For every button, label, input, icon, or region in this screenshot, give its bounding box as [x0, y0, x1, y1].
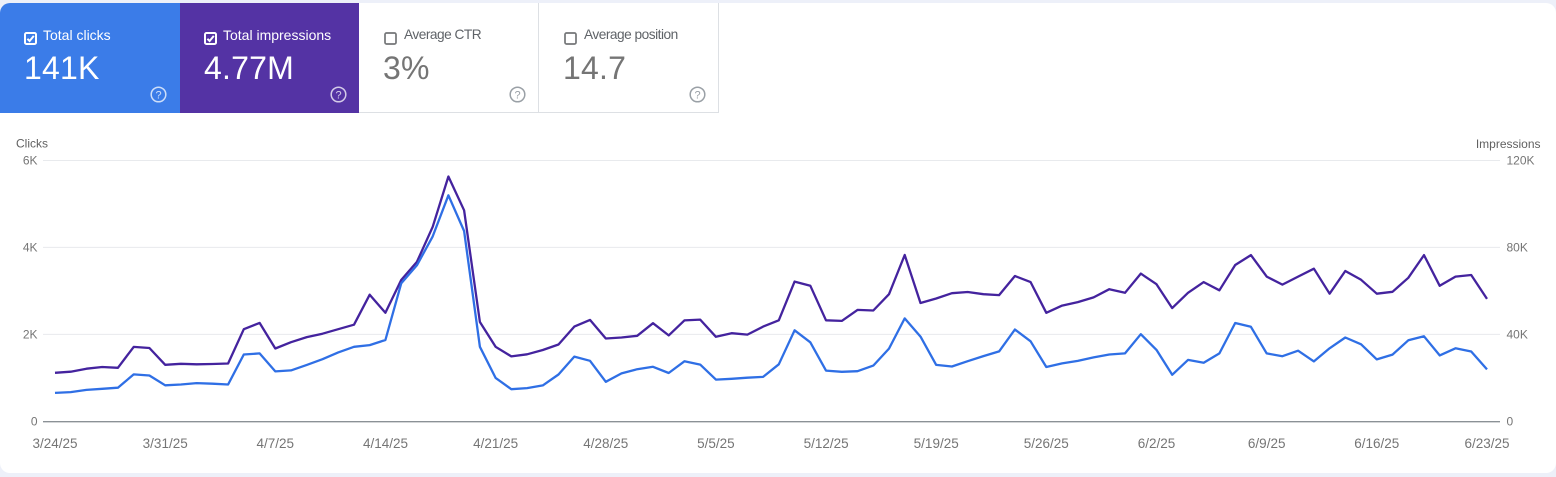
svg-text:4/28/25: 4/28/25	[583, 436, 628, 451]
svg-text:6/16/25: 6/16/25	[1354, 436, 1399, 451]
svg-text:80K: 80K	[1507, 241, 1528, 255]
svg-text:2K: 2K	[23, 328, 38, 342]
svg-text:?: ?	[694, 90, 700, 102]
svg-text:?: ?	[155, 90, 161, 102]
svg-text:4/7/25: 4/7/25	[257, 436, 295, 451]
svg-text:5/5/25: 5/5/25	[697, 436, 735, 451]
svg-text:3/31/25: 3/31/25	[143, 436, 188, 451]
svg-text:3/24/25: 3/24/25	[32, 436, 77, 451]
svg-text:5/26/25: 5/26/25	[1024, 436, 1069, 451]
svg-text:5/12/25: 5/12/25	[804, 436, 849, 451]
svg-text:Clicks: Clicks	[16, 137, 48, 151]
svg-text:40K: 40K	[1507, 328, 1528, 342]
svg-text:6/2/25: 6/2/25	[1138, 436, 1176, 451]
svg-text:6K: 6K	[23, 154, 38, 168]
svg-text:6/23/25: 6/23/25	[1464, 436, 1509, 451]
svg-text:5/19/25: 5/19/25	[914, 436, 959, 451]
svg-text:4/14/25: 4/14/25	[363, 436, 408, 451]
svg-text:0: 0	[1507, 415, 1514, 429]
svg-text:120K: 120K	[1507, 154, 1535, 168]
svg-text:0: 0	[31, 415, 38, 429]
svg-text:4K: 4K	[23, 241, 38, 255]
svg-text:4/21/25: 4/21/25	[473, 436, 518, 451]
svg-text:Impressions: Impressions	[1476, 137, 1541, 151]
svg-text:?: ?	[335, 90, 341, 102]
svg-text:6/9/25: 6/9/25	[1248, 436, 1286, 451]
svg-text:?: ?	[514, 90, 520, 102]
